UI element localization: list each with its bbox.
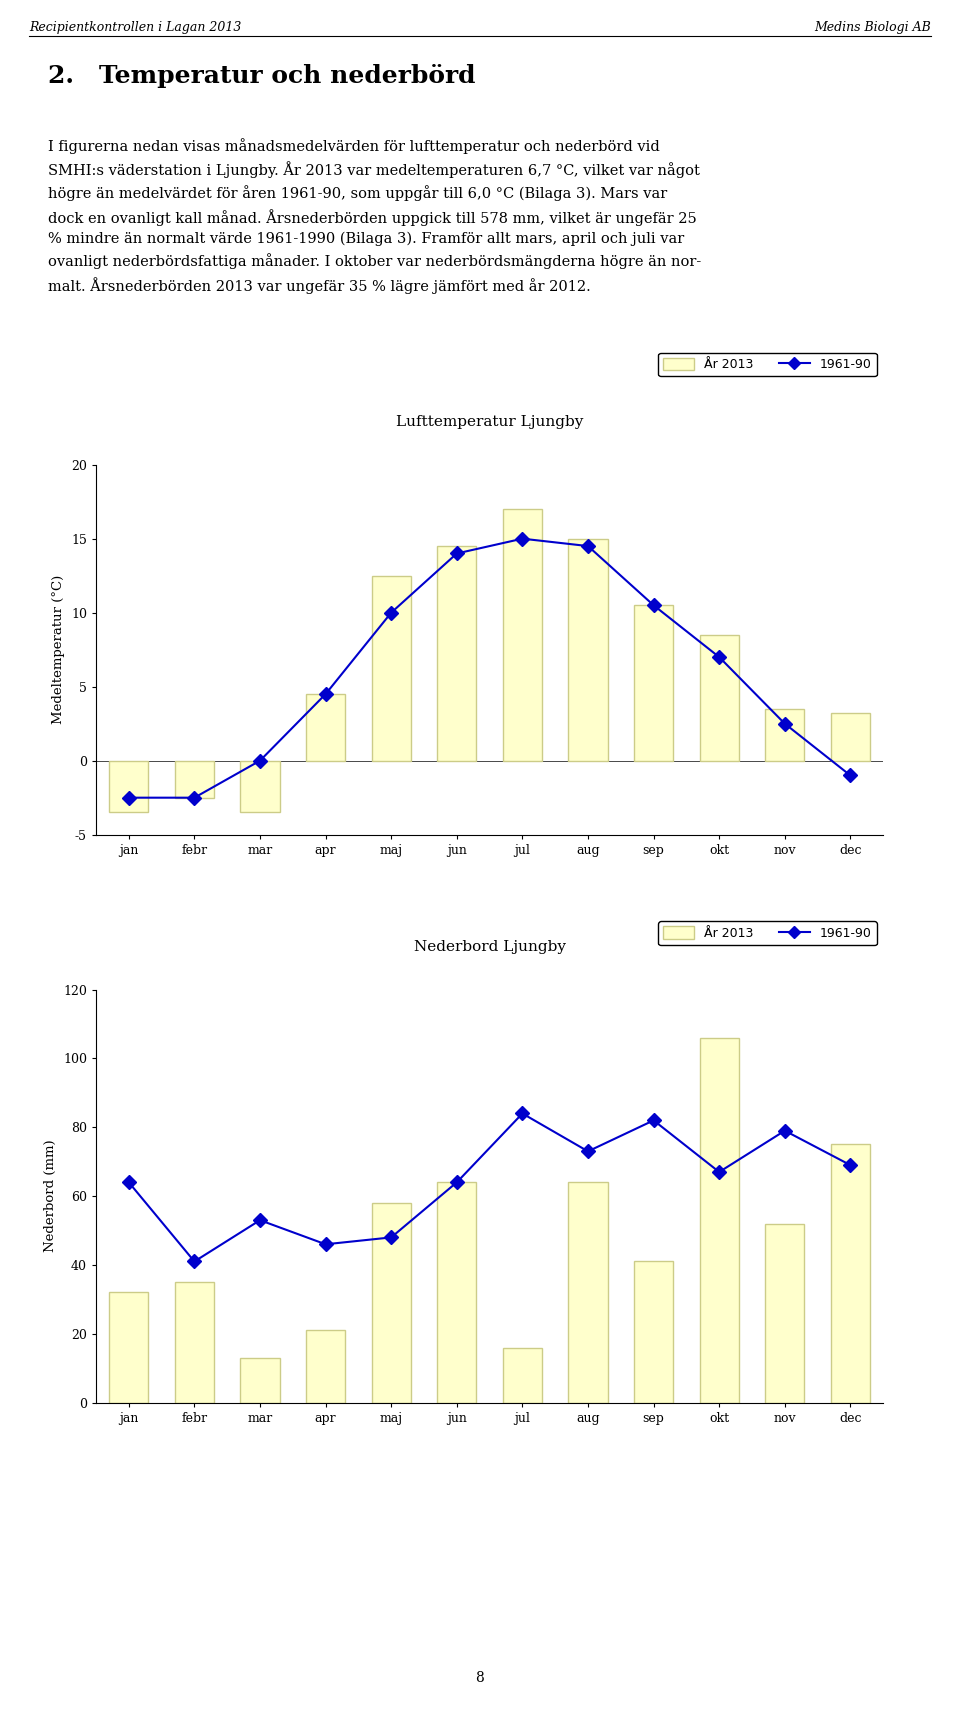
Y-axis label: Medeltemperatur (°C): Medeltemperatur (°C)	[53, 575, 65, 725]
Bar	[765, 1224, 804, 1403]
Bar	[109, 761, 149, 812]
Bar	[634, 1261, 673, 1403]
Bar	[700, 635, 739, 761]
Bar	[765, 709, 804, 761]
Bar	[306, 694, 346, 761]
Text: Medins Biologi AB: Medins Biologi AB	[814, 21, 931, 34]
Bar	[700, 1038, 739, 1403]
Bar	[372, 1203, 411, 1403]
Bar	[634, 606, 673, 761]
Bar	[568, 539, 608, 761]
Bar	[175, 1282, 214, 1403]
Legend: År 2013, 1961-90: År 2013, 1961-90	[659, 353, 876, 377]
Legend: År 2013, 1961-90: År 2013, 1961-90	[659, 921, 876, 945]
Bar	[372, 575, 411, 761]
Bar	[830, 1144, 870, 1403]
Bar	[503, 509, 542, 761]
Text: 8: 8	[475, 1671, 485, 1685]
Bar	[568, 1182, 608, 1403]
Title: Nederbord Ljungby: Nederbord Ljungby	[414, 940, 565, 953]
Y-axis label: Nederbord (mm): Nederbord (mm)	[44, 1139, 58, 1253]
Bar	[503, 1348, 542, 1403]
Bar	[437, 546, 476, 761]
Text: I figurerna nedan visas månadsmedelvärden för lufttemperatur och nederbörd vid
S: I figurerna nedan visas månadsmedelvärde…	[48, 138, 701, 294]
Bar	[240, 1358, 279, 1403]
Bar	[175, 761, 214, 799]
Bar	[306, 1330, 346, 1403]
Bar	[437, 1182, 476, 1403]
Bar	[830, 712, 870, 761]
Text: 2. Temperatur och nederbörd: 2. Temperatur och nederbörd	[48, 64, 475, 88]
Bar	[109, 1292, 149, 1403]
Title: Lufttemperatur Ljungby: Lufttemperatur Ljungby	[396, 415, 584, 429]
Text: Recipientkontrollen i Lagan 2013: Recipientkontrollen i Lagan 2013	[29, 21, 241, 34]
Bar	[240, 761, 279, 812]
